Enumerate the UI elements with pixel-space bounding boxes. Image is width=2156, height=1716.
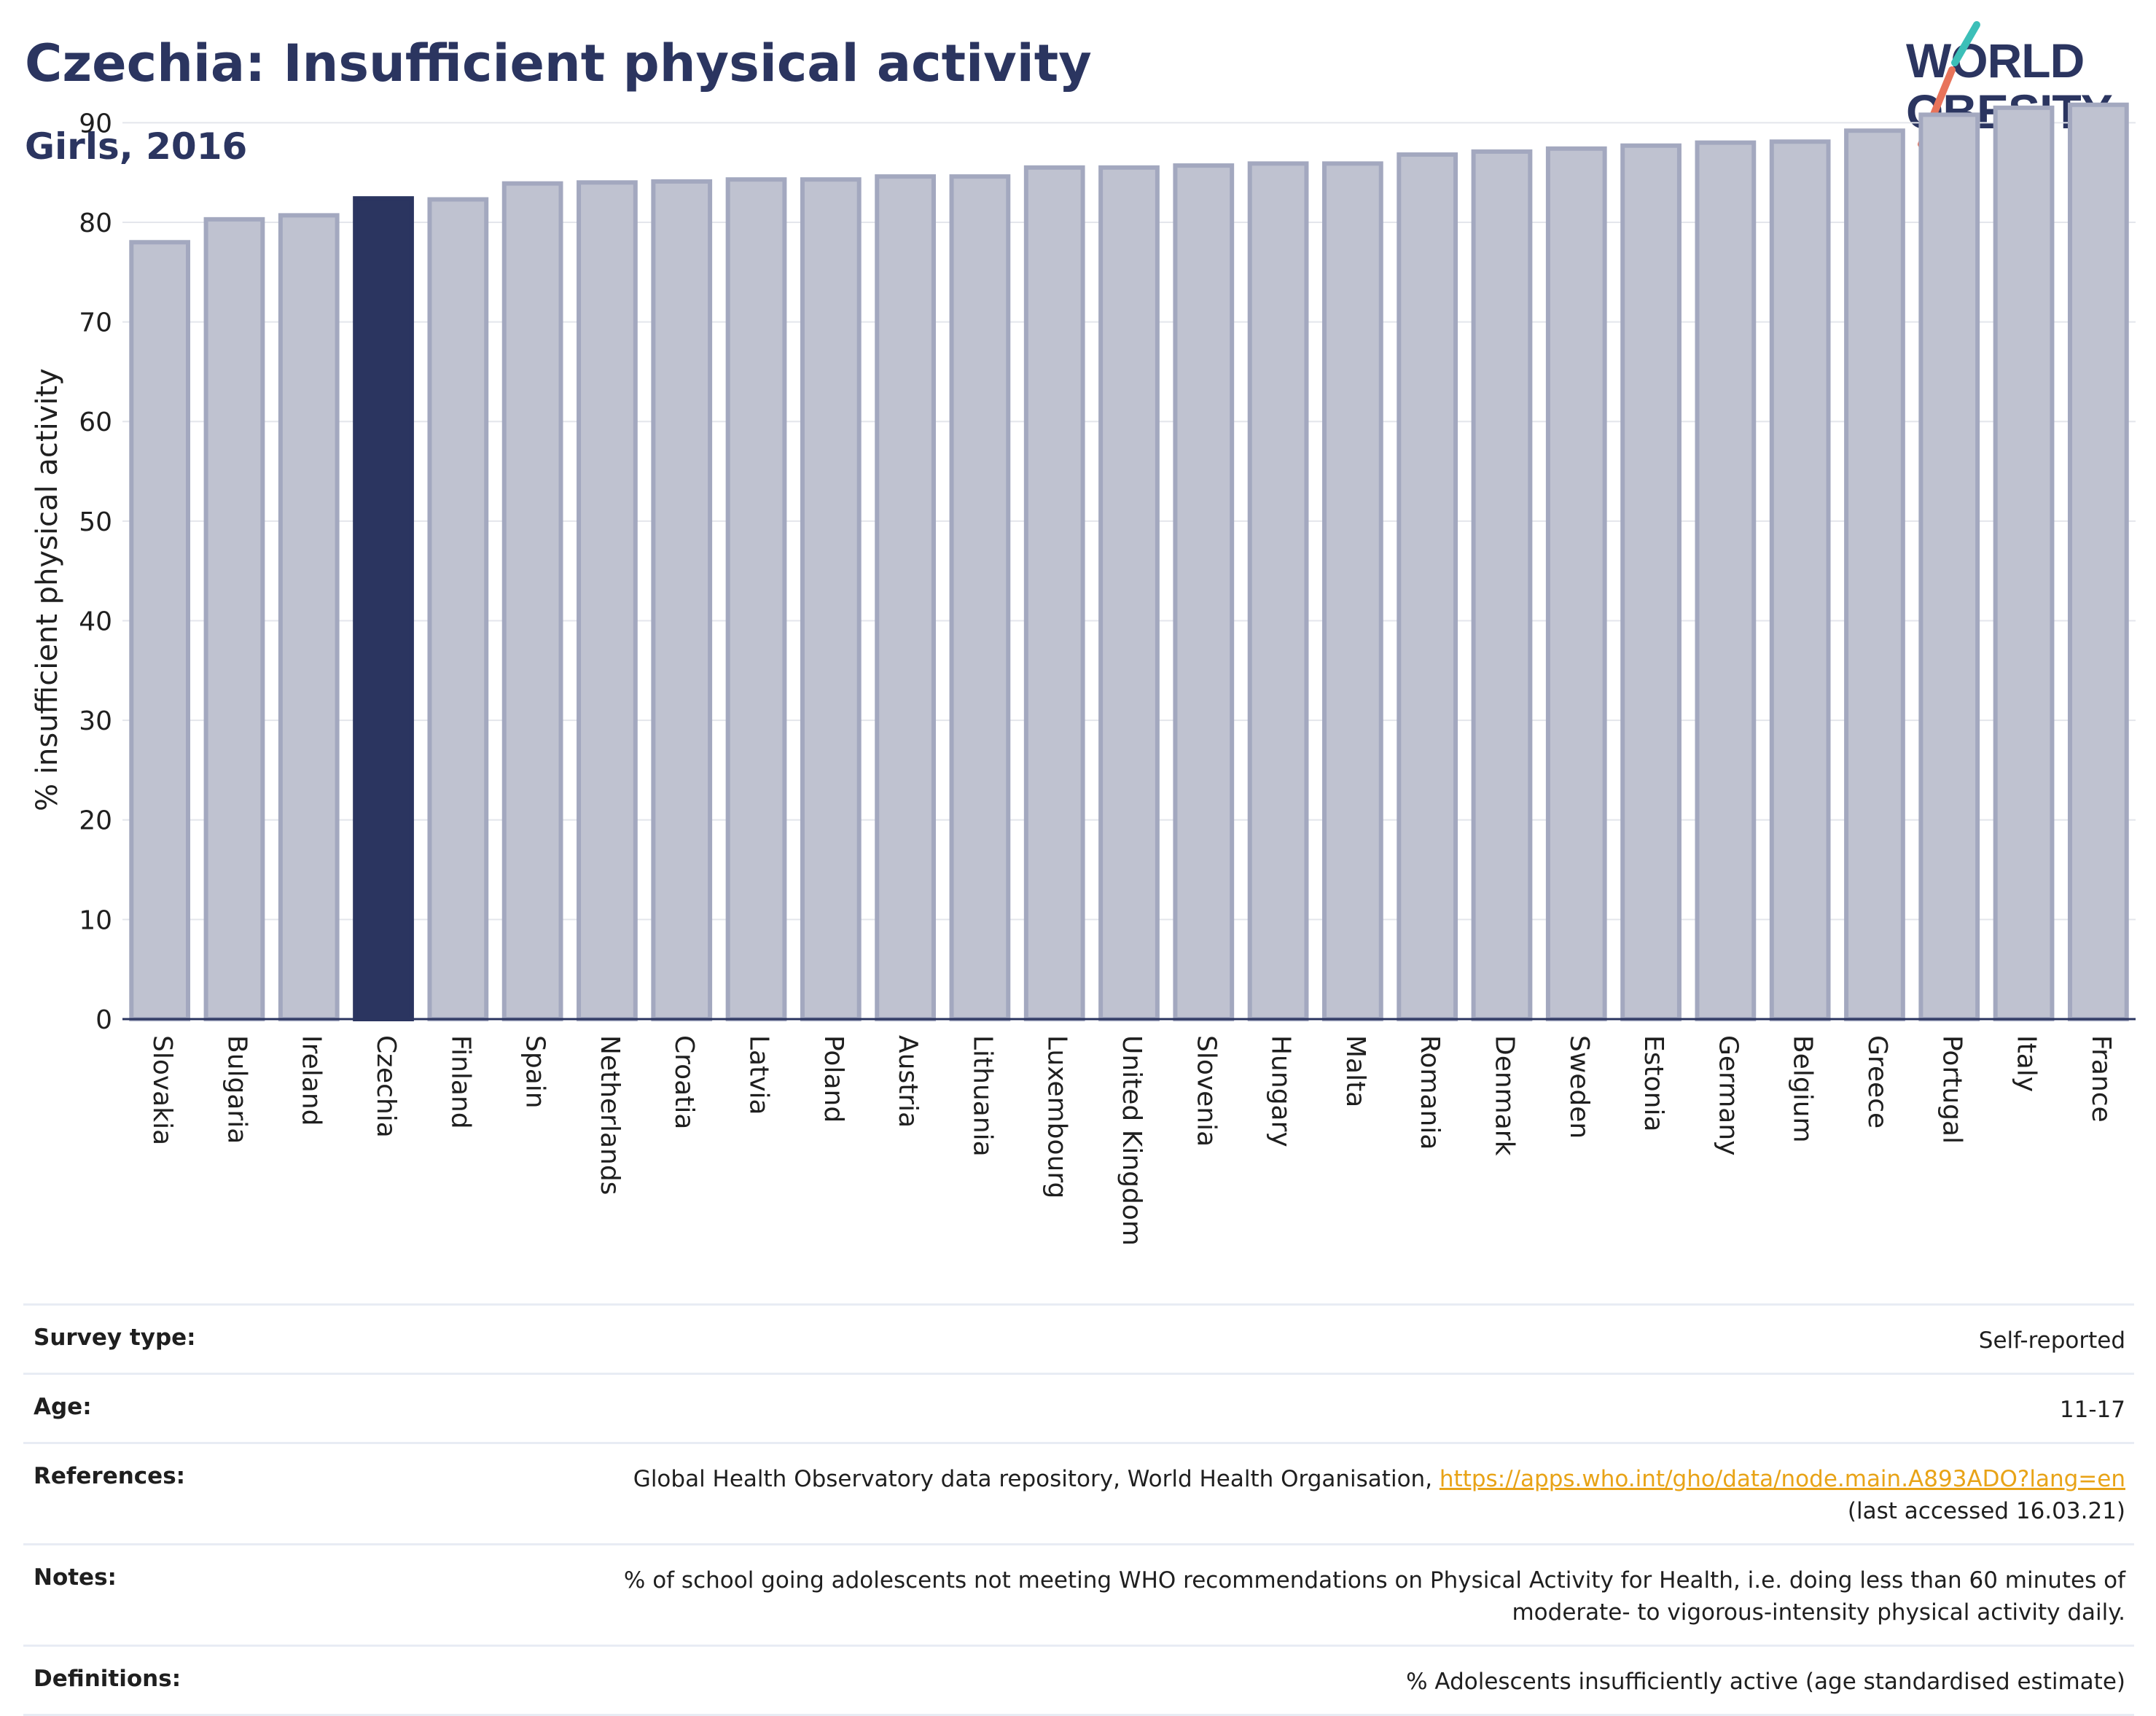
x-tick-label: Belgium (1788, 1035, 1818, 1143)
survey-type-label: Survey type: (34, 1325, 196, 1351)
x-tick-label: Romania (1415, 1035, 1445, 1150)
y-tick-label: 10 (79, 905, 112, 935)
age-value: 11-17 (2059, 1397, 2125, 1423)
y-tick-label: 20 (79, 806, 112, 836)
definitions-value: % Adolescents insufficiently active (age… (1406, 1669, 2125, 1695)
references-row: References: Global Health Observatory da… (23, 1442, 2134, 1543)
x-tick-label: Italy (2012, 1035, 2042, 1092)
x-tick-label: Sweden (1564, 1035, 1594, 1139)
bar-netherlands (577, 180, 638, 1022)
x-tick-label: Netherlands (595, 1035, 625, 1195)
age-label: Age: (34, 1394, 92, 1420)
x-tick-label: Spain (520, 1035, 550, 1109)
bar-greece (1844, 128, 1905, 1021)
bar-latvia (725, 177, 787, 1021)
x-tick-label: Denmark (1489, 1035, 1519, 1156)
bar-hungary (1247, 161, 1309, 1022)
bar-united-kingdom (1098, 165, 1160, 1021)
bar-malta (1322, 161, 1383, 1022)
bar-sweden (1545, 146, 1607, 1022)
bar-slovenia (1173, 163, 1235, 1021)
x-tick-label: Slovakia (147, 1035, 177, 1145)
bar-france (2067, 102, 2129, 1022)
notes-row: Notes: % of school going adolescents not… (23, 1543, 2134, 1645)
page-title: Czechia: Insufficient physical activity (25, 34, 1092, 93)
x-tick-label: Austria (893, 1035, 923, 1128)
bar-slovakia (129, 240, 191, 1021)
page-subtitle: Girls, 2016 (25, 125, 248, 168)
x-tick-label: Hungary (1266, 1035, 1296, 1147)
y-tick-label: 70 (79, 308, 112, 338)
bar-lithuania (949, 174, 1011, 1022)
references-value: Global Health Observatory data repositor… (633, 1463, 2125, 1527)
bar-estonia (1620, 143, 1682, 1021)
y-tick-label: 90 (79, 109, 112, 139)
y-tick-label: 60 (79, 407, 112, 437)
x-tick-label: Portugal (1937, 1035, 1966, 1144)
bar-germany (1695, 140, 1757, 1022)
bar-ireland (278, 213, 340, 1021)
y-tick-label: 80 (79, 208, 112, 238)
bar-portugal (1918, 112, 1980, 1022)
bar-bulgaria (203, 217, 265, 1022)
x-tick-label: Slovenia (1191, 1035, 1221, 1147)
notes-label: Notes: (34, 1564, 117, 1591)
bars (129, 102, 2129, 1022)
x-tick-label: Germany (1713, 1035, 1743, 1155)
bar-czechia (353, 196, 414, 1022)
bar-chart: 0 10 20 30 40 50 60 70 80 90 Slovakia Bulgaria Irel… (31, 102, 2136, 1246)
bar-romania (1397, 152, 1458, 1022)
bar-poland (800, 177, 862, 1021)
x-tick-label: France (2086, 1035, 2116, 1123)
survey-type-value: Self-reported (1978, 1327, 2125, 1354)
notes-value: % of school going adolescents not meetin… (623, 1567, 2125, 1626)
svg-text:WORLD: WORLD (1906, 34, 2084, 87)
bar-denmark (1471, 149, 1533, 1021)
x-tick-label: Malta (1340, 1035, 1370, 1107)
bar-croatia (651, 179, 713, 1021)
x-tick-label: Croatia (669, 1035, 699, 1129)
x-tick-label: United Kingdom (1117, 1035, 1147, 1246)
metadata-table: Survey type: Self-reported Age: 11-17 Re… (23, 1303, 2134, 1716)
y-tick-label: 40 (79, 607, 112, 636)
bar-italy (1993, 105, 2055, 1022)
x-tick-labels: Slovakia Bulgaria Ireland Czechia Finland Spa… (147, 1035, 2116, 1246)
bar-spain (501, 181, 563, 1022)
x-tick-label: Bulgaria (222, 1035, 251, 1144)
y-tick-labels: 0 10 20 30 40 50 60 70 80 90 (79, 109, 112, 1035)
x-tick-label: Lithuania (967, 1035, 997, 1157)
y-tick-label: 50 (79, 507, 112, 537)
bar-luxembourg (1023, 165, 1085, 1021)
bar-austria (875, 174, 936, 1022)
definitions-label: Definitions: (34, 1666, 181, 1692)
x-tick-label: Finland (445, 1035, 475, 1129)
references-text: Global Health Observatory data repositor… (633, 1466, 1440, 1492)
x-tick-label: Poland (819, 1035, 848, 1123)
references-accessed: (last accessed 16.03.21) (1847, 1498, 2125, 1524)
references-label: References: (34, 1463, 186, 1489)
bar-finland (427, 197, 489, 1021)
x-tick-label: Greece (1862, 1035, 1892, 1128)
bar-belgium (1769, 139, 1831, 1022)
references-link[interactable]: https://apps.who.int/gho/data/node.main.… (1439, 1466, 2125, 1492)
y-tick-label: 30 (79, 706, 112, 736)
x-tick-label: Ireland (297, 1035, 327, 1126)
definitions-row: Definitions: % Adolescents insufficientl… (23, 1645, 2134, 1716)
x-tick-label: Estonia (1639, 1035, 1668, 1132)
x-tick-label: Czechia (371, 1035, 401, 1138)
y-tick-label: 0 (95, 1005, 112, 1035)
x-tick-label: Luxembourg (1042, 1035, 1072, 1198)
y-axis-label: % insufficient physical activity (31, 368, 64, 811)
x-tick-label: Latvia (744, 1035, 774, 1115)
age-row: Age: 11-17 (23, 1373, 2134, 1442)
survey-type-row: Survey type: Self-reported (23, 1303, 2134, 1373)
